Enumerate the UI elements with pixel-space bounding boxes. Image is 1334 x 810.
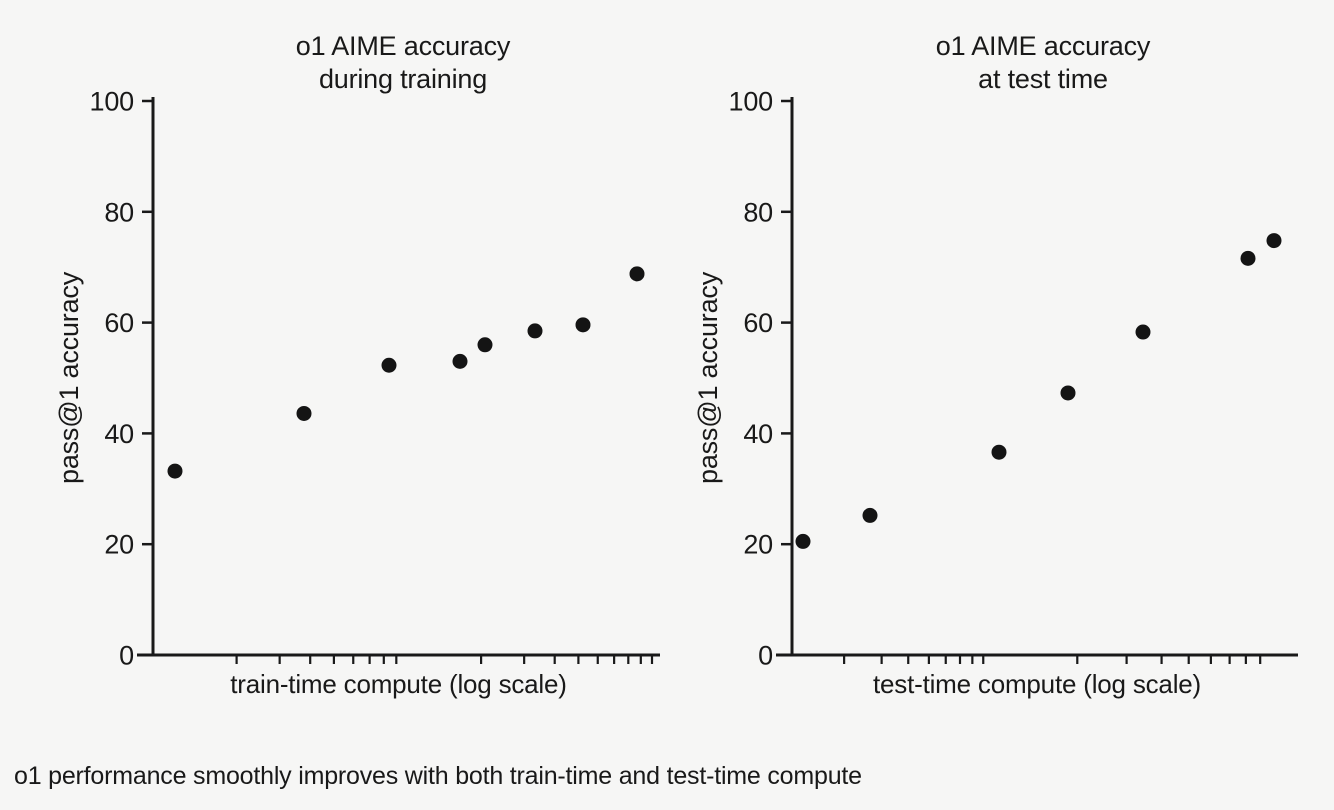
y-tick-label: 40 — [104, 419, 134, 449]
data-point — [575, 317, 591, 333]
data-point — [795, 533, 811, 549]
data-point — [452, 353, 468, 369]
y-tick-label: 60 — [743, 308, 773, 338]
y-tick-label: 40 — [743, 419, 773, 449]
data-point — [1060, 385, 1076, 401]
y-tick-label: 20 — [104, 530, 134, 560]
data-point — [296, 405, 312, 421]
data-point — [1240, 250, 1256, 266]
train-time-chart: o1 AIME accuracy during training 0 20 40 60 80… — [54, 31, 660, 699]
data-point — [1266, 233, 1282, 249]
data-point — [862, 507, 878, 523]
y-tick-label: 60 — [104, 308, 134, 338]
data-point — [527, 323, 543, 339]
x-axis-label: train-time compute (log scale) — [230, 669, 566, 699]
y-tick-label: 20 — [743, 530, 773, 560]
chart-title: o1 AIME accuracy during training — [296, 31, 511, 94]
y-tick-label: 80 — [743, 197, 773, 227]
y-tick-label: 0 — [119, 640, 134, 670]
y-tick-label: 0 — [758, 640, 773, 670]
x-axis-label: test-time compute (log scale) — [873, 669, 1201, 699]
data-point — [991, 444, 1007, 460]
data-point — [629, 266, 645, 282]
y-axis-label: pass@1 accuracy — [693, 271, 723, 484]
chart-title: o1 AIME accuracy at test time — [936, 31, 1151, 94]
test-time-chart: o1 AIME accuracy at test time 0 20 40 60 80 100… — [693, 31, 1298, 699]
data-point — [1135, 324, 1151, 340]
figure-caption: o1 performance smoothly improves with bo… — [14, 762, 862, 790]
data-point — [167, 463, 183, 479]
y-tick-label: 100 — [729, 86, 773, 116]
data-point — [477, 337, 493, 353]
y-tick-label: 80 — [104, 197, 134, 227]
data-point — [381, 357, 397, 373]
y-tick-label: 100 — [90, 86, 134, 116]
y-axis-label: pass@1 accuracy — [54, 271, 84, 484]
